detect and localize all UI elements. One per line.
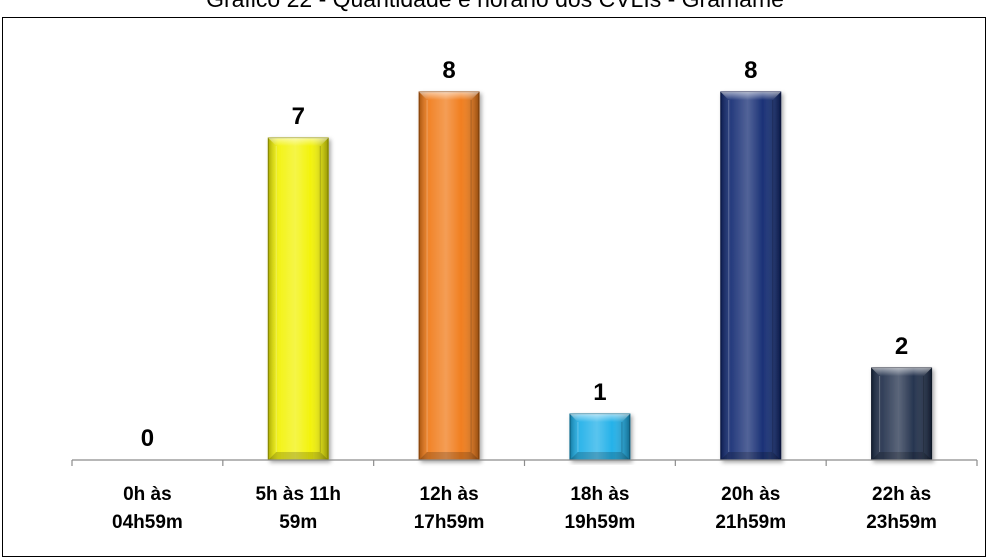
data-label: 8 <box>442 57 455 84</box>
data-label: 7 <box>292 103 305 130</box>
category-label-line: 12h às <box>420 484 479 505</box>
data-label: 1 <box>593 379 606 406</box>
data-label: 8 <box>744 57 757 84</box>
bar <box>267 137 329 461</box>
category-label-line: 59m <box>279 512 317 533</box>
category-label: 12h às 17h59m <box>414 484 485 533</box>
category-label: 0h às 04h59m <box>112 484 183 533</box>
category-label: 20h às 21h59m <box>715 484 786 533</box>
data-label: 2 <box>895 333 908 360</box>
category-label: 18h às 19h59m <box>565 484 636 533</box>
category-label-line: 5h às 11h <box>255 484 341 505</box>
category-label-line: 22h às <box>872 484 931 505</box>
category-label-line: 18h às <box>570 484 629 505</box>
category-label-line: 04h59m <box>112 512 183 533</box>
category-label: 5h às 11h 59m <box>255 484 341 533</box>
category-label-line: 0h às <box>123 484 172 505</box>
chart-title: Gráfico 22 - Quantidade e horário dos CV… <box>0 0 990 13</box>
data-label: 0 <box>141 425 154 452</box>
category-label-line: 19h59m <box>565 512 636 533</box>
category-label-line: 23h59m <box>866 512 937 533</box>
bar <box>871 367 933 461</box>
bar <box>720 91 782 461</box>
category-label: 22h às 23h59m <box>866 484 937 533</box>
bar <box>569 413 631 461</box>
category-label-line: 20h às <box>721 484 780 505</box>
bar <box>418 91 480 461</box>
category-label-line: 17h59m <box>414 512 485 533</box>
category-label-line: 21h59m <box>715 512 786 533</box>
